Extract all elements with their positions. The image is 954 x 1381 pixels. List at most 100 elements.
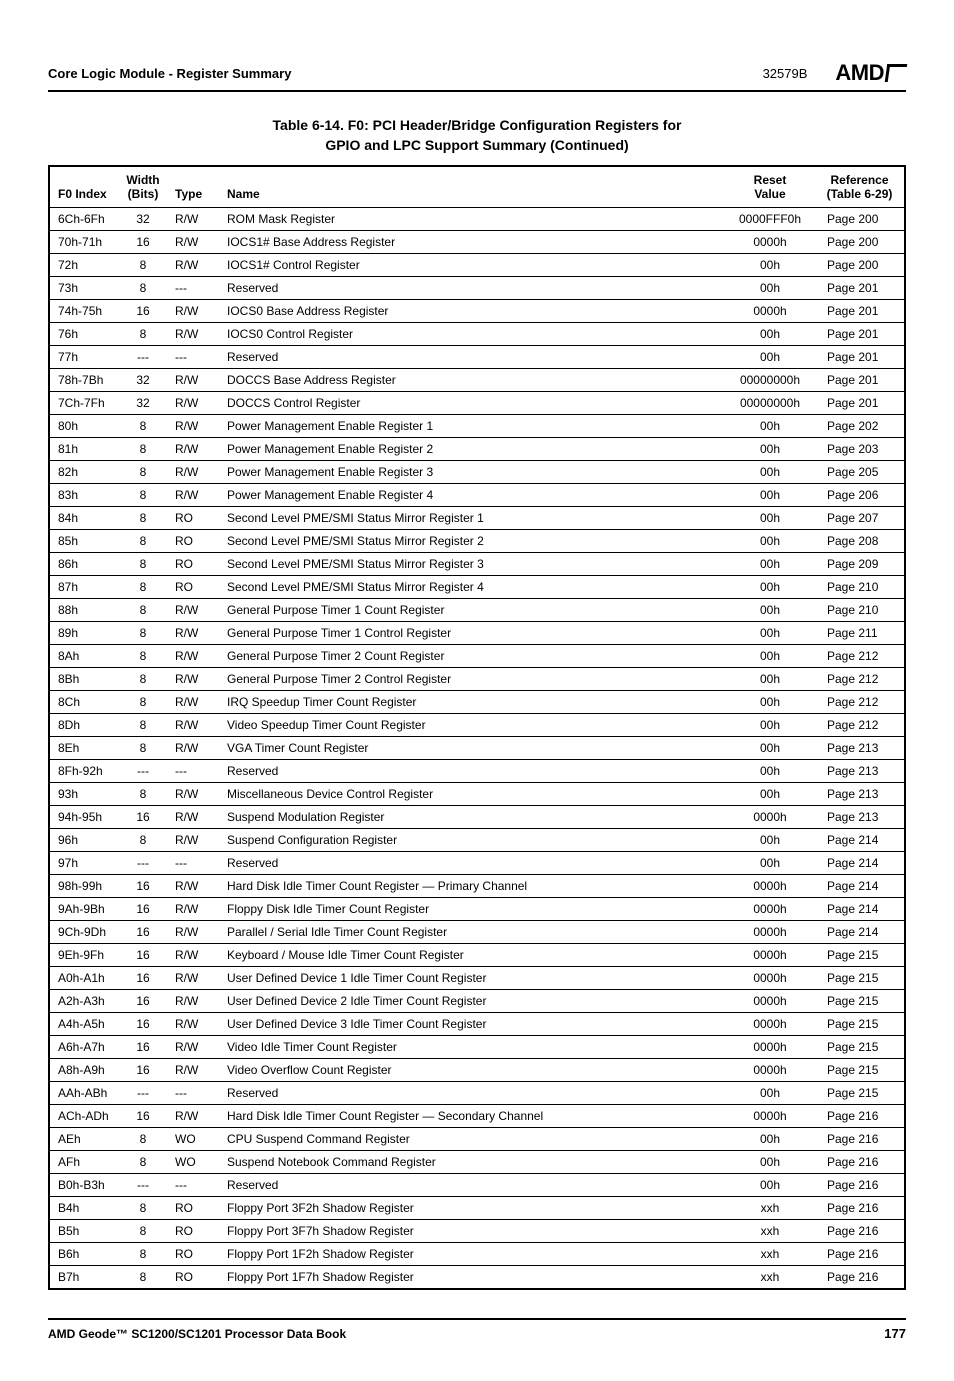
register-table: F0 Index Width (Bits) Type Name Reset Va…	[48, 165, 906, 1290]
header-section-title: Core Logic Module - Register Summary	[48, 66, 291, 81]
table-caption-line1: Table 6-14. F0: PCI Header/Bridge Config…	[48, 116, 906, 136]
cell-ref: Page 214	[815, 921, 905, 944]
cell-ref: Page 205	[815, 461, 905, 484]
cell-ref: Page 200	[815, 208, 905, 231]
cell-ref: Page 211	[815, 622, 905, 645]
header-right-group: 32579B AMD	[763, 60, 906, 86]
cell-name: Second Level PME/SMI Status Mirror Regis…	[221, 507, 725, 530]
cell-type: R/W	[169, 944, 221, 967]
cell-width: 16	[117, 1105, 169, 1128]
cell-reset: 0000h	[725, 300, 815, 323]
cell-name: Second Level PME/SMI Status Mirror Regis…	[221, 530, 725, 553]
cell-reset: 00h	[725, 254, 815, 277]
table-row: AAh-ABh------Reserved00hPage 215	[49, 1082, 905, 1105]
table-body: 6Ch-6Fh32R/WROM Mask Register0000FFF0hPa…	[49, 208, 905, 1290]
cell-name: Floppy Disk Idle Timer Count Register	[221, 898, 725, 921]
cell-width: 16	[117, 231, 169, 254]
cell-reset: 00h	[725, 1082, 815, 1105]
cell-reset: 00h	[725, 553, 815, 576]
table-row: 72h8R/WIOCS1# Control Register00hPage 20…	[49, 254, 905, 277]
cell-width: ---	[117, 1082, 169, 1105]
cell-ref: Page 210	[815, 576, 905, 599]
cell-reset: 0000h	[725, 921, 815, 944]
cell-ref: Page 212	[815, 714, 905, 737]
cell-width: 8	[117, 277, 169, 300]
cell-index: B4h	[49, 1197, 117, 1220]
cell-reset: 00h	[725, 1174, 815, 1197]
col-header-type: Type	[169, 166, 221, 208]
cell-ref: Page 201	[815, 392, 905, 415]
cell-index: B5h	[49, 1220, 117, 1243]
cell-ref: Page 200	[815, 231, 905, 254]
table-row: A2h-A3h16R/WUser Defined Device 2 Idle T…	[49, 990, 905, 1013]
cell-name: Floppy Port 1F7h Shadow Register	[221, 1266, 725, 1290]
cell-name: Video Speedup Timer Count Register	[221, 714, 725, 737]
cell-type: R/W	[169, 1036, 221, 1059]
cell-reset: 00h	[725, 645, 815, 668]
cell-width: 16	[117, 921, 169, 944]
cell-ref: Page 213	[815, 760, 905, 783]
cell-reset: 0000FFF0h	[725, 208, 815, 231]
table-row: 97h------Reserved00hPage 214	[49, 852, 905, 875]
cell-width: 8	[117, 783, 169, 806]
table-row: B4h8ROFloppy Port 3F2h Shadow Registerxx…	[49, 1197, 905, 1220]
cell-name: IOCS1# Base Address Register	[221, 231, 725, 254]
cell-type: R/W	[169, 622, 221, 645]
cell-index: 8Eh	[49, 737, 117, 760]
cell-name: IRQ Speedup Timer Count Register	[221, 691, 725, 714]
cell-width: 16	[117, 944, 169, 967]
cell-width: 16	[117, 1013, 169, 1036]
cell-index: AAh-ABh	[49, 1082, 117, 1105]
cell-type: R/W	[169, 254, 221, 277]
table-row: A8h-A9h16R/WVideo Overflow Count Registe…	[49, 1059, 905, 1082]
cell-name: Power Management Enable Register 3	[221, 461, 725, 484]
cell-type: WO	[169, 1128, 221, 1151]
cell-index: 70h-71h	[49, 231, 117, 254]
cell-type: RO	[169, 1220, 221, 1243]
cell-name: VGA Timer Count Register	[221, 737, 725, 760]
table-row: 82h8R/WPower Management Enable Register …	[49, 461, 905, 484]
cell-index: 83h	[49, 484, 117, 507]
table-row: 9Ah-9Bh16R/WFloppy Disk Idle Timer Count…	[49, 898, 905, 921]
col-header-reference: Reference (Table 6-29)	[815, 166, 905, 208]
cell-index: 85h	[49, 530, 117, 553]
cell-reset: 0000h	[725, 1013, 815, 1036]
cell-type: RO	[169, 576, 221, 599]
cell-index: 80h	[49, 415, 117, 438]
table-row: 8Ah8R/WGeneral Purpose Timer 2 Count Reg…	[49, 645, 905, 668]
cell-reset: 00h	[725, 484, 815, 507]
cell-index: AEh	[49, 1128, 117, 1151]
cell-type: RO	[169, 1266, 221, 1290]
cell-ref: Page 214	[815, 875, 905, 898]
cell-width: 8	[117, 507, 169, 530]
cell-reset: 00h	[725, 852, 815, 875]
cell-reset: 0000h	[725, 231, 815, 254]
cell-type: R/W	[169, 645, 221, 668]
cell-width: 8	[117, 714, 169, 737]
cell-ref: Page 214	[815, 852, 905, 875]
cell-reset: 00h	[725, 691, 815, 714]
cell-width: 8	[117, 691, 169, 714]
cell-name: Reserved	[221, 1174, 725, 1197]
cell-ref: Page 215	[815, 967, 905, 990]
cell-type: R/W	[169, 438, 221, 461]
cell-width: 8	[117, 1197, 169, 1220]
table-row: 8Fh-92h------Reserved00hPage 213	[49, 760, 905, 783]
cell-type: R/W	[169, 898, 221, 921]
cell-width: 8	[117, 1266, 169, 1290]
cell-reset: 00h	[725, 829, 815, 852]
cell-ref: Page 214	[815, 898, 905, 921]
cell-ref: Page 207	[815, 507, 905, 530]
cell-width: 8	[117, 622, 169, 645]
amd-arrow-icon	[885, 64, 908, 82]
cell-name: Video Overflow Count Register	[221, 1059, 725, 1082]
cell-ref: Page 215	[815, 990, 905, 1013]
cell-width: ---	[117, 1174, 169, 1197]
page-header: Core Logic Module - Register Summary 325…	[48, 60, 906, 92]
cell-index: B0h-B3h	[49, 1174, 117, 1197]
cell-type: R/W	[169, 829, 221, 852]
cell-index: A6h-A7h	[49, 1036, 117, 1059]
cell-ref: Page 200	[815, 254, 905, 277]
table-row: B7h8ROFloppy Port 1F7h Shadow Registerxx…	[49, 1266, 905, 1290]
cell-index: 74h-75h	[49, 300, 117, 323]
